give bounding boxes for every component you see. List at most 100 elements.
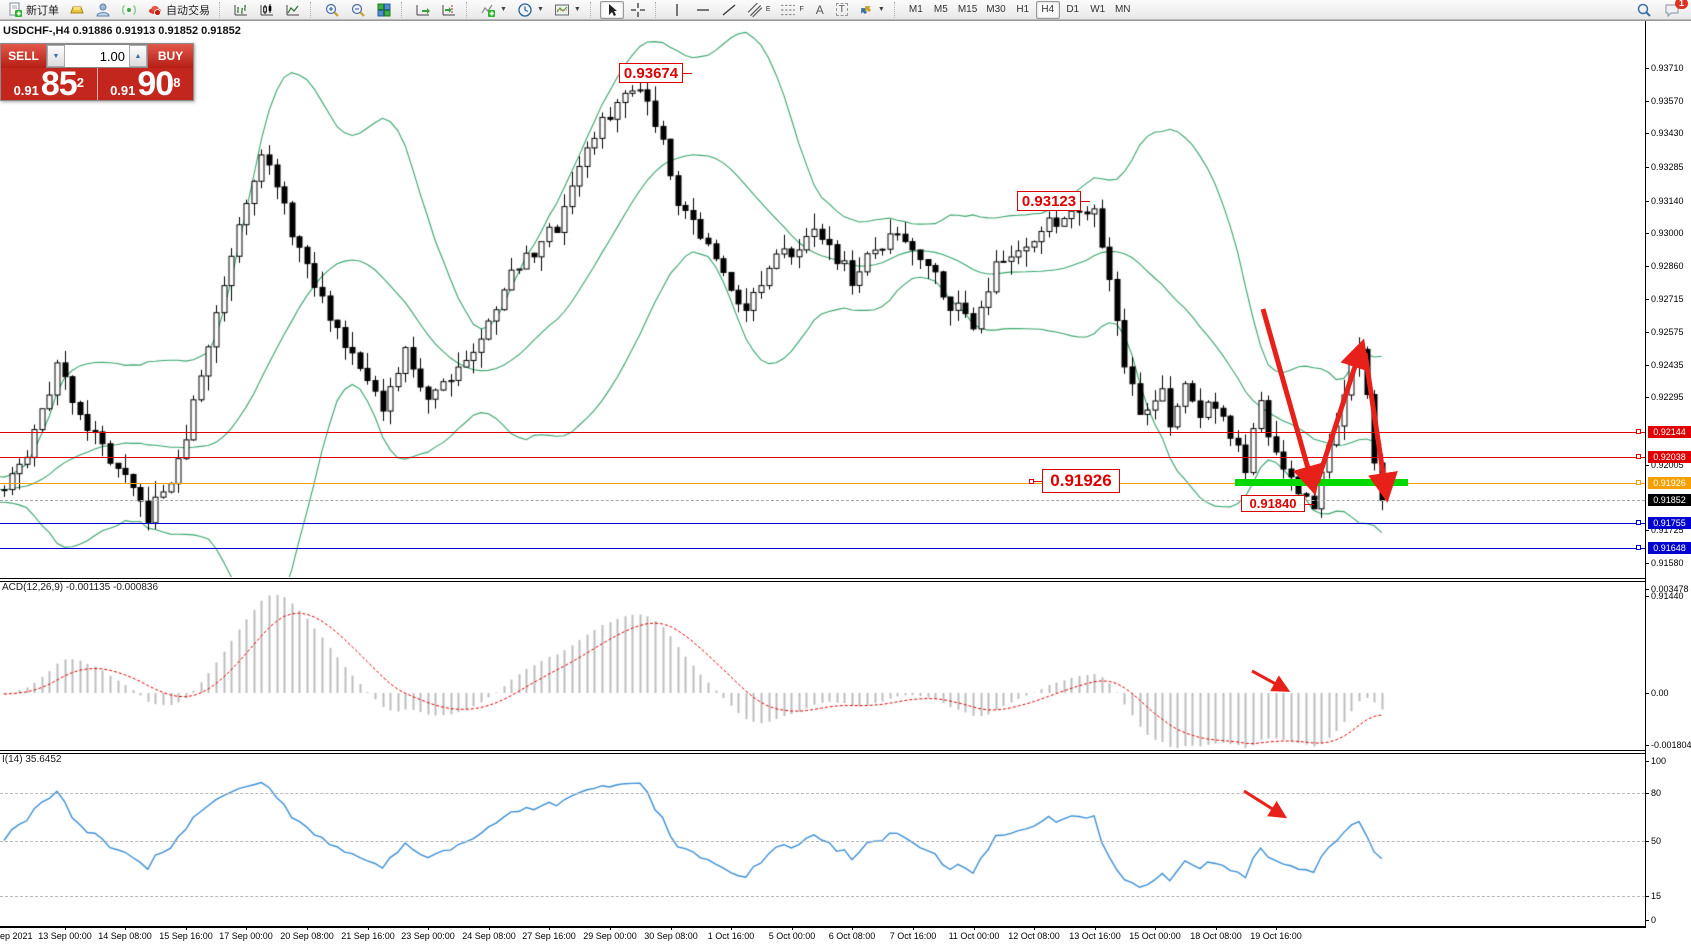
cursor-icon	[608, 3, 617, 16]
auto-scroll-button[interactable]	[411, 1, 435, 19]
toolbar-separator	[310, 1, 315, 18]
signals-button[interactable]	[117, 1, 141, 19]
dropdown-caret-icon: ▼	[877, 6, 885, 13]
toolbar-separator	[589, 1, 595, 18]
candlestick-button[interactable]	[255, 1, 279, 19]
zoom-out-button[interactable]	[346, 1, 370, 19]
line-chart-button[interactable]	[281, 1, 305, 19]
trendline-icon	[722, 4, 736, 15]
bid-price-main: 85	[40, 65, 78, 103]
one-click-trading-panel: SELL ▼ 1.00 ▲ BUY 0.91 85 2 0.91 90 8	[0, 43, 194, 101]
timeframe-group: M1 M5 M15 M30 H1 H4 D1 W1 MN	[904, 0, 1135, 19]
hline-tool-button[interactable]	[691, 1, 715, 19]
volume-increase-button[interactable]: ▲	[129, 45, 147, 67]
bar-chart-icon	[234, 4, 247, 15]
buy-button[interactable]: BUY	[148, 44, 193, 68]
ask-price-prefix: 0.91	[110, 83, 136, 98]
rsi-indicator-label: I(14) 35.6452	[2, 754, 62, 765]
periods-button[interactable]: ▼	[513, 1, 548, 19]
text-tool-button[interactable]: A	[810, 1, 830, 19]
timeframe-h4-button[interactable]: H4	[1035, 0, 1060, 19]
clock-icon	[518, 2, 532, 17]
auto-trading-label: 自动交易	[166, 4, 210, 17]
new-order-button[interactable]: 新订单	[3, 1, 63, 19]
timeframe-h1-button[interactable]: H1	[1016, 4, 1030, 15]
price-chart-canvas[interactable]	[0, 21, 1691, 947]
text-tool-icon: A	[815, 2, 824, 17]
timeframe-m5-button[interactable]: M5	[933, 4, 948, 15]
timeframe-w1-button[interactable]: W1	[1090, 4, 1106, 15]
signal-icon	[122, 4, 136, 15]
timeframe-m1-button[interactable]: M1	[908, 4, 923, 15]
auto-scroll-icon	[416, 4, 430, 15]
rsi-pane-separator[interactable]	[0, 750, 1645, 754]
search-icon	[1637, 3, 1651, 17]
indicators-icon	[481, 4, 495, 17]
ask-price-main: 90	[137, 65, 174, 103]
timeframe-mn-button[interactable]: MN	[1114, 4, 1131, 15]
cursor-tool-button[interactable]	[599, 0, 624, 19]
ask-price[interactable]: 0.91 90 8	[98, 65, 194, 103]
sell-button[interactable]: SELL	[1, 44, 46, 68]
deposit-button[interactable]	[65, 1, 89, 19]
bid-price-prefix: 0.91	[13, 83, 39, 98]
chart-shift-button[interactable]	[437, 1, 461, 19]
zoom-out-icon	[351, 3, 365, 17]
timeframe-m30-button[interactable]: M30	[986, 4, 1006, 15]
volume-decrease-button[interactable]: ▼	[47, 45, 65, 67]
templates-button[interactable]: ▼	[550, 1, 585, 19]
timeframe-d1-button[interactable]: D1	[1066, 4, 1080, 15]
line-chart-icon	[286, 4, 299, 15]
chat-unread-badge: 1	[1674, 0, 1688, 9]
macd-pane-separator[interactable]	[0, 578, 1645, 582]
shapes-tool-button[interactable]: ▼	[854, 1, 889, 19]
tile-windows-icon	[377, 3, 391, 16]
label-tool-icon: T	[835, 3, 848, 16]
bid-price[interactable]: 0.91 85 2	[1, 65, 98, 103]
vertical-line-icon	[676, 3, 678, 16]
chart-symbol-title: USDCHF-,H4 0.91886 0.91913 0.91852 0.918…	[3, 25, 241, 37]
arrows-tool-icon	[861, 5, 872, 14]
new-order-icon	[9, 2, 22, 17]
toolbar-separator	[219, 1, 224, 18]
candlestick-icon	[260, 3, 273, 15]
fibonacci-icon	[781, 4, 796, 15]
contacts-button[interactable]	[91, 1, 115, 19]
channel-icon	[747, 2, 763, 17]
macd-indicator-label: ACD(12,26,9) -0.001135 -0.000836	[2, 582, 159, 593]
zoom-in-button[interactable]	[320, 1, 344, 19]
zoom-in-icon	[325, 3, 339, 17]
channel-tool-button[interactable]: E	[743, 1, 775, 19]
bar-chart-button[interactable]	[229, 1, 253, 19]
crosshair-tool-button[interactable]	[626, 1, 650, 19]
dropdown-caret-icon: ▼	[500, 6, 507, 13]
volume-box: ▼ 1.00 ▲	[46, 44, 148, 68]
auto-trading-icon	[149, 5, 161, 16]
dropdown-caret-icon: ▼	[536, 6, 544, 13]
bid-price-pip: 2	[76, 75, 84, 90]
crosshair-icon	[630, 2, 645, 17]
toolbar-separator	[893, 1, 899, 18]
chart-window: USDCHF-,H4 0.91886 0.91913 0.91852 0.918…	[0, 20, 1691, 947]
search-button[interactable]	[1632, 1, 1656, 19]
horizontal-line-icon	[696, 8, 709, 11]
tile-windows-button[interactable]	[372, 1, 396, 19]
volume-input[interactable]: 1.00	[99, 48, 125, 64]
trendline-tool-button[interactable]	[717, 1, 741, 19]
toolbar-separator	[466, 1, 471, 18]
vline-tool-button[interactable]	[665, 1, 689, 19]
ask-price-pip: 8	[173, 75, 181, 90]
new-order-label: 新订单	[26, 4, 59, 17]
chat-button[interactable]: 1	[1660, 0, 1688, 19]
contact-icon	[96, 3, 110, 16]
price-axis-line	[1645, 21, 1646, 928]
auto-trading-button[interactable]: 自动交易	[143, 1, 214, 19]
toolbar-separator	[401, 1, 406, 18]
fibonacci-tool-button[interactable]: F	[776, 1, 807, 19]
gold-ingot-icon	[70, 6, 84, 13]
indicators-button[interactable]: ▼	[476, 1, 511, 19]
fibo-letter: F	[799, 6, 804, 13]
timeframe-m15-button[interactable]: M15	[957, 4, 978, 15]
label-tool-button[interactable]: T	[832, 1, 852, 19]
